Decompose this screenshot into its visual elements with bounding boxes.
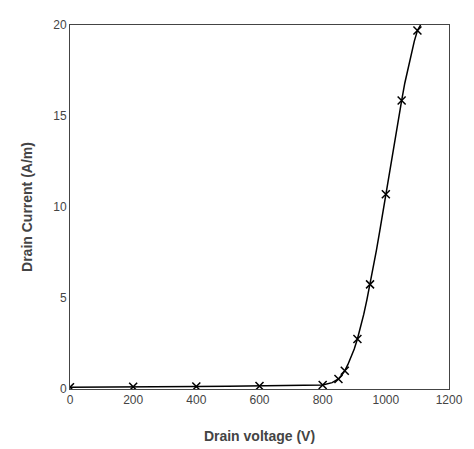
svg-text:400: 400 — [186, 393, 206, 407]
svg-text:800: 800 — [313, 393, 333, 407]
svg-text:Drain voltage (V): Drain voltage (V) — [204, 428, 315, 444]
svg-text:20: 20 — [53, 18, 67, 32]
svg-text:600: 600 — [249, 393, 269, 407]
svg-text:Drain Current (A/m): Drain Current (A/m) — [19, 142, 35, 272]
svg-text:1000: 1000 — [372, 393, 399, 407]
svg-text:1200: 1200 — [436, 393, 463, 407]
svg-text:5: 5 — [60, 291, 67, 305]
svg-text:0: 0 — [60, 382, 67, 396]
svg-text:0: 0 — [67, 393, 74, 407]
svg-text:200: 200 — [123, 393, 143, 407]
svg-text:10: 10 — [53, 200, 67, 214]
svg-text:15: 15 — [53, 109, 67, 123]
